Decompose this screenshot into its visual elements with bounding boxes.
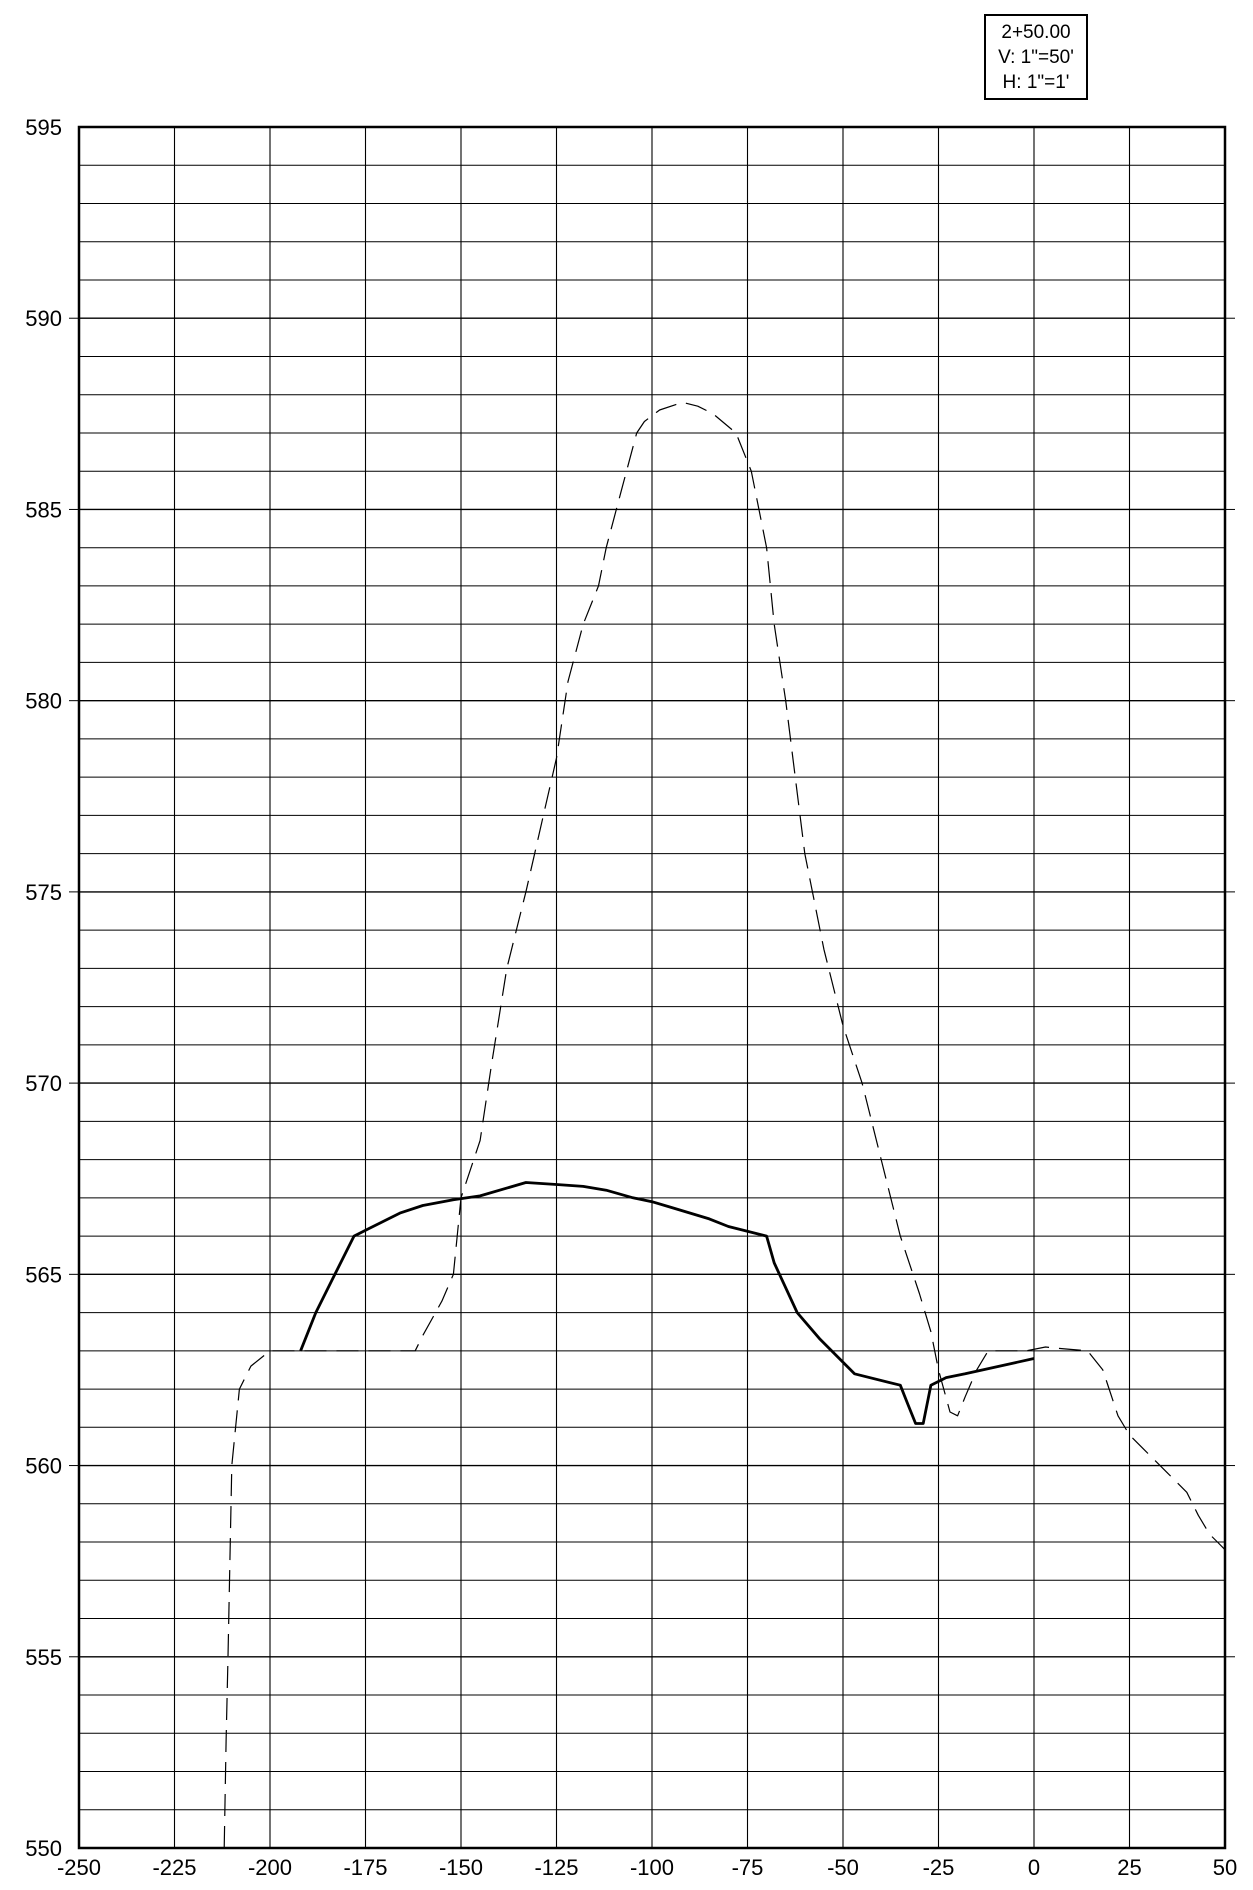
y-tick-label: 580 <box>25 689 62 714</box>
y-tick-label: 585 <box>25 497 62 522</box>
x-tick-label: -25 <box>923 1855 955 1880</box>
x-axis-tick-labels: -250 -225 -200 -175 -150 -125 -100 -75 -50 -25 0 25… <box>57 1855 1237 1880</box>
axis-ticks <box>69 317 1235 1658</box>
station-label: 2+50.00 <box>1001 21 1071 43</box>
y-tick-label: 570 <box>25 1071 62 1096</box>
x-tick-label: 25 <box>1117 1855 1141 1880</box>
y-tick-label: 555 <box>25 1645 62 1670</box>
y-tick-label: 565 <box>25 1262 62 1287</box>
profile-lines <box>223 401 1226 1849</box>
x-tick-label: -150 <box>439 1855 483 1880</box>
plot-frame <box>77 125 1227 1850</box>
x-tick-label: 0 <box>1028 1855 1040 1880</box>
proposed-grade-line <box>299 1181 1035 1425</box>
x-tick-label: -175 <box>343 1855 387 1880</box>
y-tick-label: 560 <box>25 1454 62 1479</box>
existing-ground-line <box>223 401 1226 1849</box>
x-tick-label: -75 <box>732 1855 764 1880</box>
x-tick-label: -250 <box>57 1855 101 1880</box>
x-tick-label: -125 <box>534 1855 578 1880</box>
x-tick-label: -100 <box>630 1855 674 1880</box>
y-tick-label: 575 <box>25 880 62 905</box>
station-scale-box: 2+50.00 V: 1"=50' H: 1"=1' <box>984 14 1088 100</box>
vertical-scale-label: V: 1"=50' <box>998 46 1074 68</box>
x-tick-label: -50 <box>827 1855 859 1880</box>
y-tick-label: 595 <box>25 115 62 140</box>
y-tick-label: 550 <box>25 1836 62 1861</box>
x-tick-label: 50 <box>1213 1855 1237 1880</box>
horizontal-scale-label: H: 1"=1' <box>1002 71 1070 93</box>
x-tick-label: -200 <box>248 1855 292 1880</box>
y-axis-tick-labels: 550 555 560 565 570 575 580 585 590 595 <box>25 115 62 1861</box>
x-tick-label: -225 <box>152 1855 196 1880</box>
y-tick-label: 590 <box>25 306 62 331</box>
major-gridlines <box>79 127 1225 1848</box>
